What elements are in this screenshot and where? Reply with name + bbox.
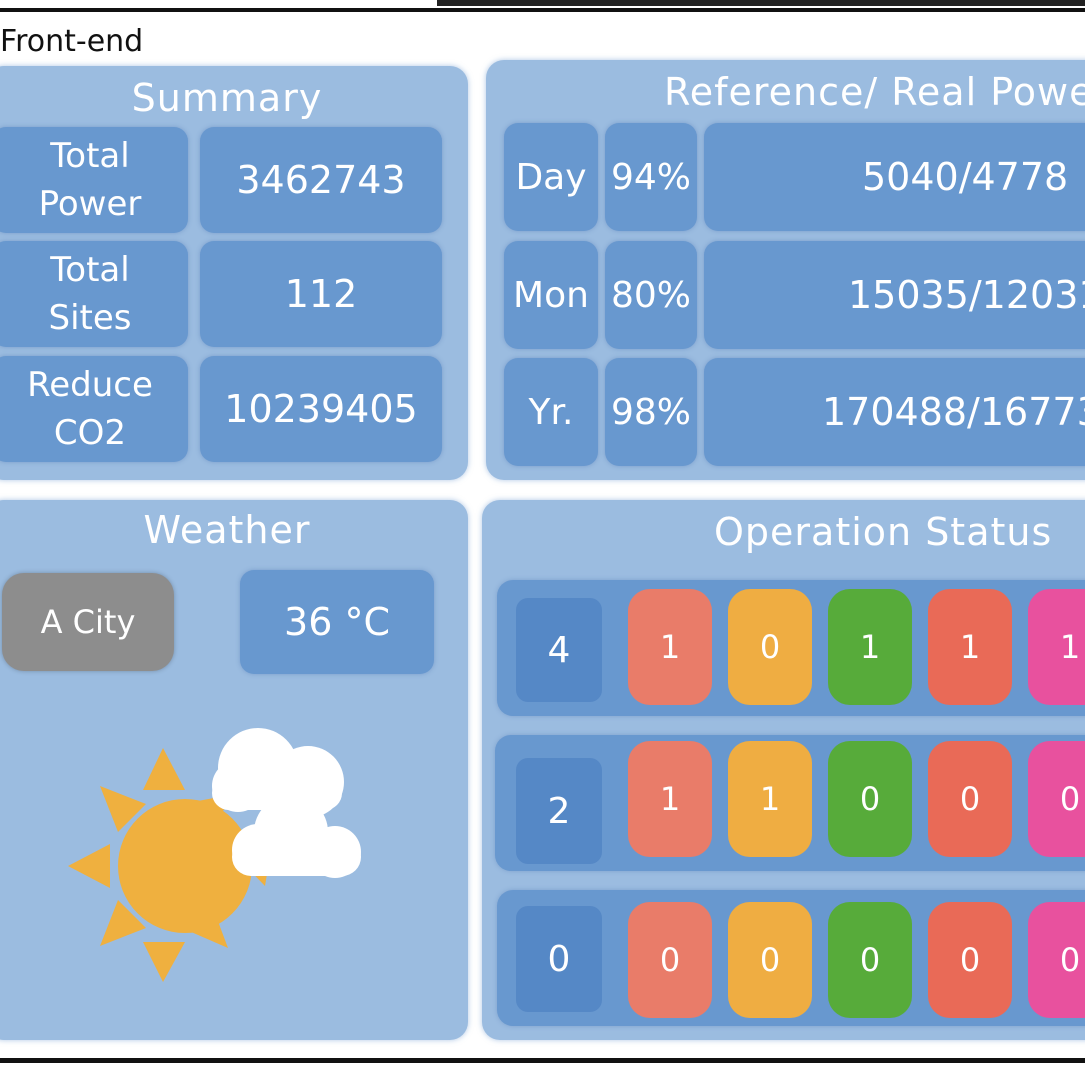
status-cell[interactable]: 1 xyxy=(628,741,712,857)
summary-label-total-sites: Total Sites xyxy=(0,241,188,347)
status-count: 4 xyxy=(516,598,602,702)
status-count: 2 xyxy=(516,758,602,864)
summary-label-total-power: Total Power xyxy=(0,127,188,233)
status-count: 0 xyxy=(516,906,602,1012)
bottom-border xyxy=(0,1058,1085,1063)
summary-value-reduce-co2: 10239405 xyxy=(200,356,442,462)
reference-title: Reference/ Real Power xyxy=(664,70,1085,114)
status-cell[interactable]: 1 xyxy=(628,589,712,705)
page-title: Front-end xyxy=(0,24,144,59)
reference-value-day: 5040/4778 xyxy=(704,123,1085,231)
status-cell[interactable]: 1 xyxy=(1028,589,1085,705)
status-cell[interactable]: 0 xyxy=(628,902,712,1018)
temperature-display: 36 °C xyxy=(240,570,434,674)
summary-value-total-sites: 112 xyxy=(200,241,442,347)
top-border-strip xyxy=(437,0,1085,6)
reference-period-mon: Mon xyxy=(504,241,598,349)
status-cell[interactable]: 0 xyxy=(928,902,1012,1018)
status-cell[interactable]: 0 xyxy=(728,589,812,705)
status-cell[interactable]: 0 xyxy=(828,902,912,1018)
reference-percent-mon: 80% xyxy=(605,241,697,349)
reference-percent-day: 94% xyxy=(605,123,697,231)
top-border xyxy=(0,8,1085,12)
status-cell[interactable]: 0 xyxy=(828,741,912,857)
weather-title: Weather xyxy=(143,508,311,552)
status-cell[interactable]: 0 xyxy=(1028,902,1085,1018)
reference-value-mon: 15035/12031 xyxy=(704,241,1085,349)
status-cell[interactable]: 0 xyxy=(928,741,1012,857)
status-cell[interactable]: 0 xyxy=(1028,741,1085,857)
status-cell[interactable]: 1 xyxy=(728,741,812,857)
reference-value-yr: 170488/16773 xyxy=(704,358,1085,466)
city-button[interactable]: A City xyxy=(2,573,174,671)
status-cell[interactable]: 0 xyxy=(728,902,812,1018)
status-cell[interactable]: 1 xyxy=(928,589,1012,705)
reference-period-day: Day xyxy=(504,123,598,231)
summary-value-total-power: 3462743 xyxy=(200,127,442,233)
reference-percent-yr: 98% xyxy=(605,358,697,466)
summary-label-reduce-co2: Reduce CO2 xyxy=(0,356,188,462)
operation-title: Operation Status xyxy=(714,510,1053,554)
sun-behind-cloud-icon xyxy=(68,728,361,982)
reference-period-yr: Yr. xyxy=(504,358,598,466)
summary-title: Summary xyxy=(131,76,323,120)
status-cell[interactable]: 1 xyxy=(828,589,912,705)
